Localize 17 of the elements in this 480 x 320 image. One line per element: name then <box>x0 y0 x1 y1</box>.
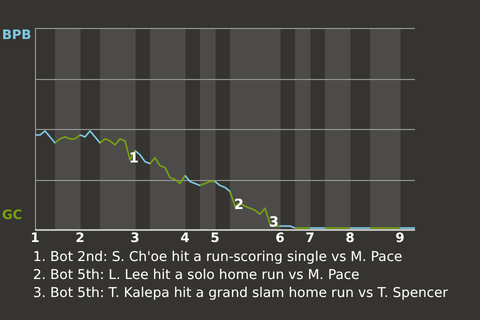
text: 1. Bot 2nd: S. Ch'oe hit a run-scoring single vs M. Pace <box>33 248 404 266</box>
x-tick-label: 2 <box>75 231 85 246</box>
text: 3. Bot 5th: T. Kalepa hit a grand slam home run vs T. Spencer <box>33 284 449 302</box>
text: GC <box>2 208 22 224</box>
annotation: 2 <box>234 196 244 213</box>
x-tick-label: 6 <box>275 231 285 246</box>
x-tick-label: 5 <box>210 231 220 246</box>
text: 2. Bot 5th: L. Lee hit a solo home run vs M. Pace <box>33 266 360 284</box>
x-tick-label: 3 <box>130 231 140 246</box>
text: BPB <box>2 28 32 44</box>
x-tick-label: 8 <box>345 231 355 246</box>
annotation: 3 <box>269 214 279 231</box>
x-tick-label: 7 <box>305 231 315 246</box>
x-tick-label: 4 <box>180 231 190 246</box>
x-tick-label: 9 <box>395 231 405 246</box>
annotation: 1 <box>129 150 139 166</box>
x-tick-label: 1 <box>30 231 40 246</box>
